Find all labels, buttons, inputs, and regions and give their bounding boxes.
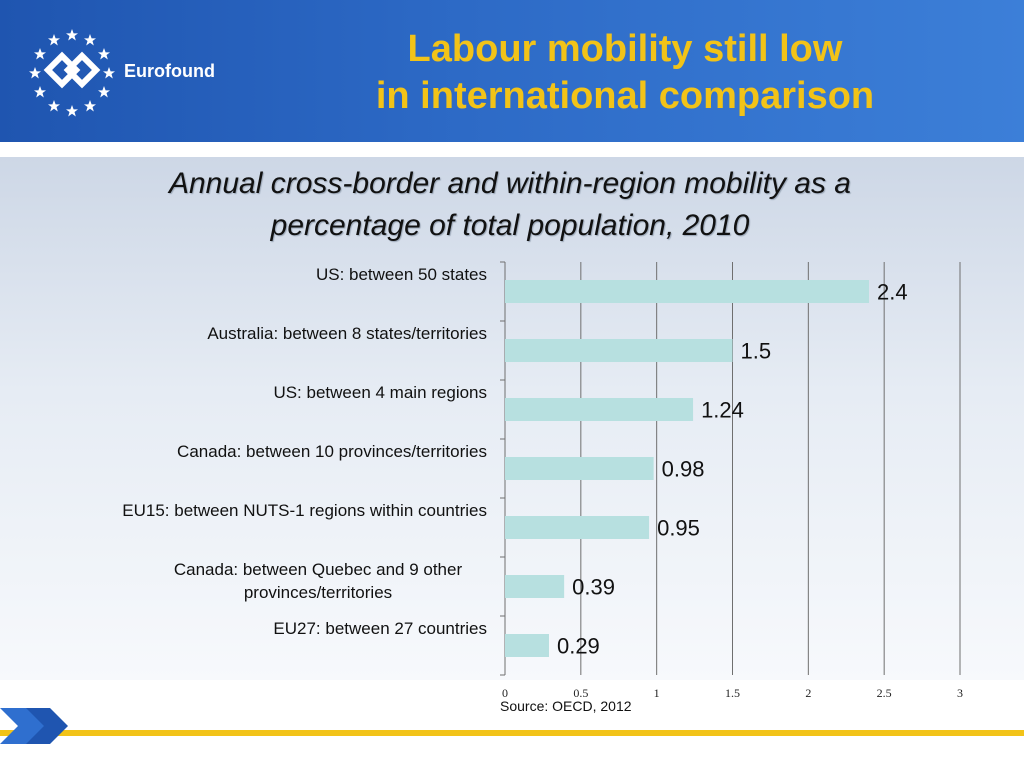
title-line-1: Labour mobility still low [407,28,843,70]
bar-0 [505,280,869,303]
category-label-1: Australia: between 8 states/territories [207,324,487,343]
x-tick-label-2: 1 [654,686,660,700]
title-line-2: in international comparison [375,75,875,117]
category-label-0: US: between 50 states [316,265,487,284]
x-tick-label-6: 3 [957,686,963,700]
chart-title-line-2: percentage of total population, 2010 [270,209,750,242]
page-title: Labour mobility still low in internation… [300,26,950,120]
x-tick-label-3: 1.5 [725,686,740,700]
bar-4 [505,516,650,539]
bar-3 [505,457,654,480]
data-label-1: 1.5 [741,339,772,364]
chart-title-line-1: Annual cross-border and within-region mo… [168,167,851,200]
x-tick-label-0: 0 [502,686,508,700]
source-note: Source: OECD, 2012 [500,698,632,714]
chart-title: Annual cross-border and within-region mo… [110,163,910,247]
x-tick-label-5: 2.5 [877,686,892,700]
data-label-6: 0.29 [557,634,600,659]
x-tick-label-4: 2 [805,686,811,700]
footer-yellow-line [0,730,1024,736]
data-label-3: 0.98 [662,457,705,482]
brand-name: Eurofound [124,61,215,81]
category-label-5-line-1: provinces/territories [244,583,392,602]
data-label-0: 2.4 [877,280,908,305]
data-label-5: 0.39 [572,575,615,600]
data-label-2: 1.24 [701,398,744,423]
bar-2 [505,398,694,421]
bar-1 [505,339,733,362]
header-divider [0,142,1024,157]
bar-6 [505,634,549,657]
data-label-4: 0.95 [657,516,700,541]
arrow-right-icon [0,708,68,744]
category-label-4: EU15: between NUTS-1 regions within coun… [122,501,487,520]
x-tick-label-1: 0.5 [573,686,588,700]
category-label-6: EU27: between 27 countries [273,619,487,638]
bar-5 [505,575,565,598]
header-banner: Eurofound Labour mobility still low in i… [0,0,1024,142]
category-label-5-line-0: Canada: between Quebec and 9 other [174,560,463,579]
category-label-5: Canada: between Quebec and 9 other provin… [174,560,463,602]
category-label-3: Canada: between 10 provinces/territories [177,442,487,461]
eurofound-logo-icon [29,29,115,117]
category-label-2: US: between 4 main regions [273,383,487,402]
